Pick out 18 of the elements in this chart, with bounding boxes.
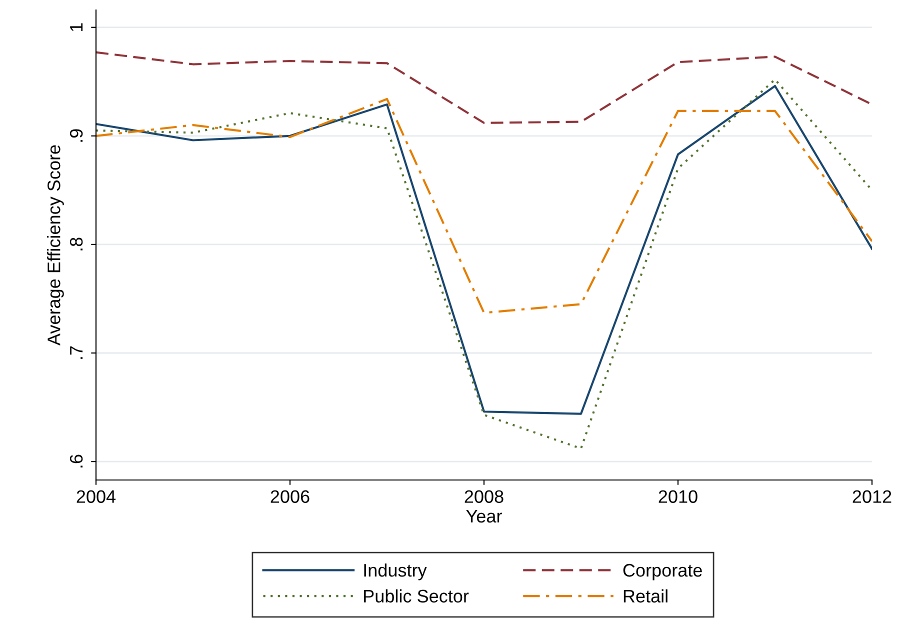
x-tick-label: 2004	[76, 490, 116, 503]
legend-label: Industry	[364, 563, 427, 580]
x-tick-label: 2006	[270, 490, 310, 503]
legend-label: Corporate	[623, 564, 702, 580]
legend-label: Public Sector	[364, 589, 469, 603]
y-tick-label: .7	[70, 346, 83, 359]
x-tick-label: 2012	[852, 490, 892, 503]
x-axis-title: Year	[466, 510, 502, 523]
y-tick-label: .6	[70, 454, 83, 468]
line-series	[96, 51, 872, 124]
y-tick-label: .9	[70, 129, 83, 142]
y-tick-label: .8	[70, 238, 83, 250]
y-axis-title: Average Efficiency Score	[47, 145, 64, 346]
y-tick-label: 1	[70, 23, 83, 32]
x-tick-label: 2008	[464, 490, 504, 503]
legend-label: Retail	[624, 589, 668, 603]
x-tick-label: 2010	[658, 490, 698, 503]
line-series	[96, 98, 872, 314]
